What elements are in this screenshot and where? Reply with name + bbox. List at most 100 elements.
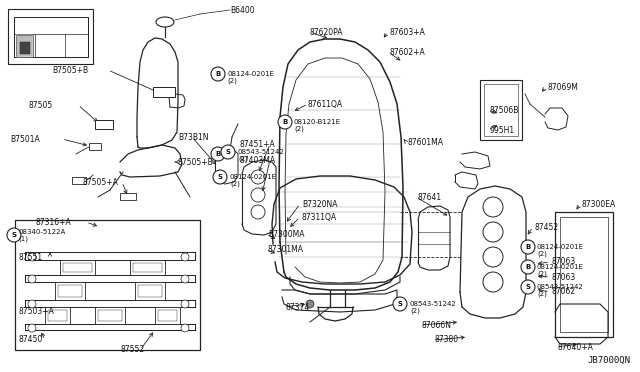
Text: (1): (1)	[238, 156, 248, 162]
Circle shape	[521, 260, 535, 274]
Text: 87602+A: 87602+A	[390, 48, 426, 57]
Bar	[555, 212, 613, 337]
Circle shape	[521, 280, 535, 294]
Text: 87551: 87551	[18, 253, 42, 262]
Circle shape	[181, 253, 189, 261]
Text: 87603+A: 87603+A	[390, 28, 426, 36]
Text: 87403MA: 87403MA	[240, 155, 276, 164]
Bar	[16, 35, 33, 57]
Bar	[153, 87, 175, 97]
Bar	[484, 84, 518, 136]
Text: 87301MA: 87301MA	[268, 246, 304, 254]
Bar	[63, 263, 92, 272]
Circle shape	[213, 170, 227, 184]
Text: 08340-5122A: 08340-5122A	[18, 229, 65, 235]
Circle shape	[211, 67, 225, 81]
Text: (2): (2)	[227, 78, 237, 84]
Text: 87063: 87063	[552, 273, 576, 282]
Text: 08124-0201E: 08124-0201E	[537, 264, 584, 270]
Text: 08543-51242: 08543-51242	[537, 284, 584, 290]
Text: 87552: 87552	[120, 346, 144, 355]
Text: 87452: 87452	[535, 222, 559, 231]
Bar	[16, 35, 33, 57]
Bar	[120, 193, 136, 200]
Bar	[48, 310, 67, 321]
Bar	[45, 307, 70, 324]
Bar	[72, 177, 86, 184]
Text: 87620PA: 87620PA	[310, 28, 344, 36]
Text: 08124-0201E: 08124-0201E	[537, 244, 584, 250]
Bar	[20, 42, 30, 54]
Bar	[133, 263, 162, 272]
Bar	[98, 310, 122, 321]
Circle shape	[483, 222, 503, 242]
Circle shape	[181, 324, 189, 332]
Text: B: B	[282, 119, 287, 125]
Text: JB7000QN: JB7000QN	[587, 356, 630, 365]
Text: B: B	[525, 244, 531, 250]
Text: B: B	[525, 264, 531, 270]
Text: S: S	[525, 284, 531, 290]
Text: 87505+A: 87505+A	[82, 177, 118, 186]
Text: 87374: 87374	[286, 302, 310, 311]
Circle shape	[483, 197, 503, 217]
Text: 995H1: 995H1	[490, 125, 515, 135]
Text: (2): (2)	[410, 308, 420, 314]
Bar	[15, 220, 200, 350]
Circle shape	[28, 253, 36, 261]
Bar	[58, 285, 82, 297]
Text: 87062: 87062	[552, 288, 576, 296]
Text: S: S	[218, 174, 223, 180]
Bar	[158, 310, 177, 321]
Text: 87450: 87450	[18, 336, 42, 344]
Text: 87641: 87641	[418, 192, 442, 202]
Bar	[8, 9, 93, 64]
Text: 87506B: 87506B	[490, 106, 520, 115]
Text: 87063: 87063	[552, 257, 576, 266]
Circle shape	[306, 300, 314, 308]
Circle shape	[211, 147, 225, 161]
Circle shape	[521, 240, 535, 254]
Text: S: S	[225, 149, 230, 155]
Text: 08124-0201E: 08124-0201E	[227, 71, 274, 77]
Text: 87380: 87380	[435, 336, 459, 344]
Text: 87611QA: 87611QA	[308, 99, 343, 109]
Bar	[135, 282, 165, 300]
Bar	[155, 307, 180, 324]
Text: 08124-0201E: 08124-0201E	[230, 174, 277, 180]
Text: B6400: B6400	[230, 6, 255, 15]
Text: (2): (2)	[537, 251, 547, 257]
Bar	[95, 307, 125, 324]
Text: (2): (2)	[537, 291, 547, 297]
Circle shape	[7, 228, 21, 242]
Text: 87316+A: 87316+A	[35, 218, 71, 227]
Text: B7320NA: B7320NA	[302, 199, 337, 208]
Circle shape	[278, 115, 292, 129]
Text: B7501A: B7501A	[10, 135, 40, 144]
Text: (1): (1)	[18, 236, 28, 242]
Text: 87601MA: 87601MA	[408, 138, 444, 147]
Text: 87640+A: 87640+A	[558, 343, 594, 352]
Circle shape	[28, 324, 36, 332]
Text: B73B1N: B73B1N	[178, 132, 209, 141]
Bar	[480, 80, 522, 140]
Circle shape	[28, 300, 36, 308]
Text: 87069M: 87069M	[548, 83, 579, 92]
Text: 87311QA: 87311QA	[302, 212, 337, 221]
Text: B: B	[216, 151, 221, 157]
Text: B: B	[216, 71, 221, 77]
Text: 08543-51242: 08543-51242	[238, 149, 285, 155]
Text: 87505: 87505	[28, 100, 52, 109]
Text: S: S	[12, 232, 17, 238]
Bar	[130, 260, 165, 275]
Circle shape	[483, 247, 503, 267]
Circle shape	[28, 275, 36, 283]
Text: 87451+A: 87451+A	[240, 140, 276, 148]
Text: 87300EA: 87300EA	[582, 199, 616, 208]
Text: (2): (2)	[230, 181, 240, 187]
Bar	[138, 285, 162, 297]
Text: 87066N: 87066N	[422, 321, 452, 330]
Text: B7505+B: B7505+B	[52, 65, 88, 74]
Circle shape	[483, 272, 503, 292]
Bar	[55, 282, 85, 300]
